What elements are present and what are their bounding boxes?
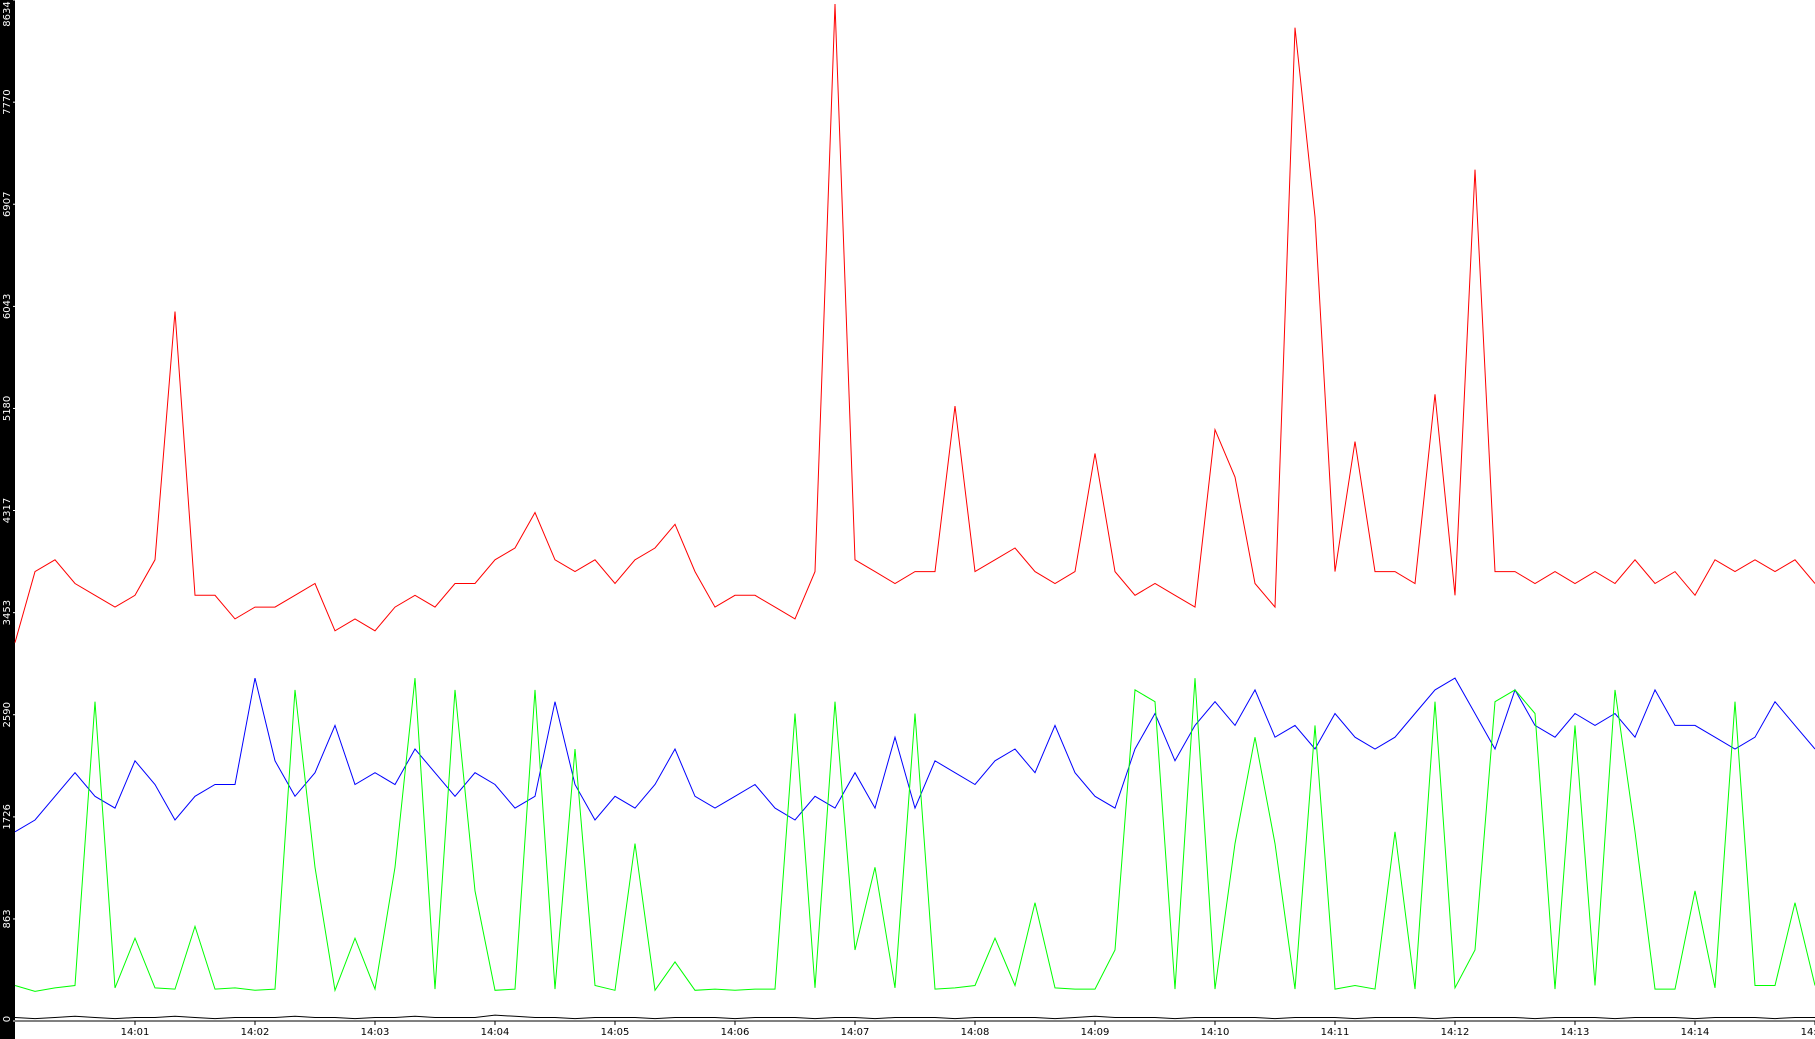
y-tick-label: 1726: [2, 804, 13, 829]
x-tick-label: 14:03: [361, 1027, 390, 1038]
y-tick-label: 0: [2, 1016, 13, 1022]
series-line: [14, 677, 1815, 833]
y-tick-label: 2590: [2, 702, 13, 727]
y-tick-label: 8634: [2, 1, 13, 26]
x-tick-label: 14:11: [1321, 1027, 1350, 1038]
y-tick-label: 7770: [2, 89, 13, 114]
y-tick-label: 3453: [2, 600, 13, 625]
x-tick-label: 14:15: [1801, 1027, 1815, 1038]
x-tick-label: 14:05: [601, 1027, 630, 1038]
x-tick-label: 14:01: [121, 1027, 150, 1038]
x-tick-label: 14:02: [241, 1027, 270, 1038]
x-tick-label: 14:04: [481, 1027, 510, 1038]
x-tick-label: 14:06: [721, 1027, 750, 1038]
x-tick-label: 14:12: [1441, 1027, 1470, 1038]
y-tick-label: 5180: [2, 396, 13, 421]
series-line: [14, 1014, 1815, 1020]
y-axis-strip: [0, 0, 15, 1039]
x-tick-label: 14:08: [961, 1027, 990, 1038]
y-tick-label: 863: [2, 909, 13, 928]
y-tick-label: 4317: [2, 498, 13, 523]
y-tick-label: 6043: [2, 294, 13, 319]
x-tick-label: 14:10: [1201, 1027, 1230, 1038]
y-tick-label: 6907: [2, 191, 13, 216]
x-tick-label: 14:09: [1081, 1027, 1110, 1038]
series-line: [14, 3, 1815, 643]
x-tick-label: 14:14: [1681, 1027, 1710, 1038]
series-line: [14, 678, 1815, 993]
x-tick-label: 14:07: [841, 1027, 870, 1038]
x-tick-label: 14:13: [1561, 1027, 1590, 1038]
